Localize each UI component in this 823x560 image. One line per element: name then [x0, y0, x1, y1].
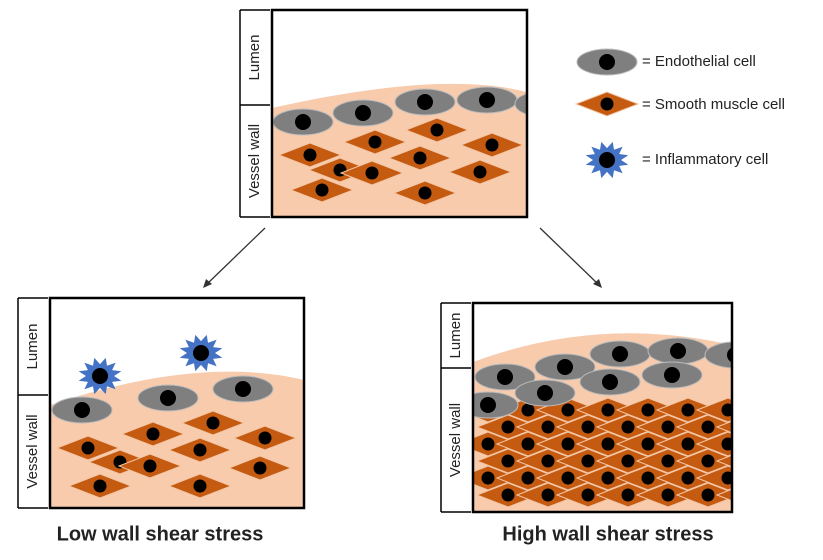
nucleus: [480, 397, 496, 413]
nucleus: [502, 489, 515, 502]
caption: High wall shear stress: [502, 523, 713, 545]
nucleus: [702, 489, 715, 502]
nucleus: [622, 421, 635, 434]
legend-label: = Endothelial cell: [642, 53, 756, 70]
nucleus: [542, 455, 555, 468]
nucleus: [147, 428, 160, 441]
endothelial-cell: [705, 342, 765, 368]
arrow: [207, 228, 265, 284]
nucleus: [497, 369, 513, 385]
nucleus: [642, 404, 655, 417]
legend-label: = Inflammatory cell: [642, 151, 768, 168]
nucleus: [207, 417, 220, 430]
nucleus: [742, 421, 755, 434]
nucleus: [742, 489, 755, 502]
nucleus: [599, 54, 615, 70]
nucleus: [702, 421, 715, 434]
side-label: Lumen: [447, 313, 464, 359]
nucleus: [537, 96, 553, 112]
side-label: Vessel wall: [24, 414, 41, 488]
nucleus: [542, 421, 555, 434]
nucleus: [369, 136, 382, 149]
nucleus: [74, 402, 90, 418]
nucleus: [522, 472, 535, 485]
nucleus: [562, 404, 575, 417]
nucleus: [622, 455, 635, 468]
caption: Low wall shear stress: [57, 523, 264, 545]
nucleus: [193, 345, 209, 361]
side-label: Vessel wall: [246, 124, 263, 198]
nucleus: [682, 472, 695, 485]
legend-label: = Smooth muscle cell: [642, 96, 785, 113]
nucleus: [582, 489, 595, 502]
nucleus: [582, 421, 595, 434]
nucleus: [486, 139, 499, 152]
nucleus: [727, 347, 743, 363]
nucleus: [160, 390, 176, 406]
nucleus: [582, 455, 595, 468]
nucleus: [94, 480, 107, 493]
nucleus: [562, 438, 575, 451]
nucleus: [642, 438, 655, 451]
side-label: Lumen: [246, 35, 263, 81]
nucleus: [482, 438, 495, 451]
nucleus: [601, 98, 614, 111]
panel: [272, 84, 575, 217]
nucleus: [622, 489, 635, 502]
nucleus: [662, 489, 675, 502]
nucleus: [664, 367, 680, 383]
nucleus: [355, 105, 371, 121]
nucleus: [304, 149, 317, 162]
endothelial-cell: [515, 91, 575, 117]
nucleus: [316, 184, 329, 197]
nucleus: [602, 374, 618, 390]
nucleus: [366, 167, 379, 180]
nucleus: [522, 404, 535, 417]
nucleus: [144, 460, 157, 473]
nucleus: [537, 385, 553, 401]
panel: [457, 333, 779, 512]
nucleus: [562, 472, 575, 485]
nucleus: [502, 421, 515, 434]
nucleus: [662, 421, 675, 434]
nucleus: [502, 455, 515, 468]
nucleus: [522, 438, 535, 451]
diagram: Lumen Vessel wall Lumen Vessel wall Lumen Ves…: [0, 0, 823, 555]
nucleus: [682, 404, 695, 417]
nucleus: [474, 166, 487, 179]
nucleus: [670, 343, 686, 359]
nucleus: [419, 187, 432, 200]
nucleus: [682, 438, 695, 451]
side-label: Lumen: [24, 324, 41, 370]
nucleus: [602, 404, 615, 417]
nucleus: [414, 152, 427, 165]
legend: [576, 49, 638, 178]
side-label: Vessel wall: [447, 403, 464, 477]
nucleus: [194, 444, 207, 457]
nucleus: [295, 114, 311, 130]
nucleus: [431, 124, 444, 137]
nucleus: [742, 455, 755, 468]
nucleus: [92, 368, 108, 384]
nucleus: [542, 489, 555, 502]
nucleus: [479, 92, 495, 108]
nucleus: [194, 480, 207, 493]
nucleus: [254, 462, 267, 475]
nucleus: [599, 152, 615, 168]
nucleus: [417, 94, 433, 110]
nucleus: [557, 359, 573, 375]
nucleus: [662, 455, 675, 468]
nucleus: [82, 442, 95, 455]
nucleus: [612, 346, 628, 362]
nucleus: [482, 472, 495, 485]
nucleus: [259, 432, 272, 445]
nucleus: [235, 381, 251, 397]
nucleus: [702, 455, 715, 468]
panel: [50, 335, 304, 508]
nucleus: [602, 438, 615, 451]
nucleus: [642, 472, 655, 485]
arrow: [540, 228, 598, 284]
nucleus: [602, 472, 615, 485]
